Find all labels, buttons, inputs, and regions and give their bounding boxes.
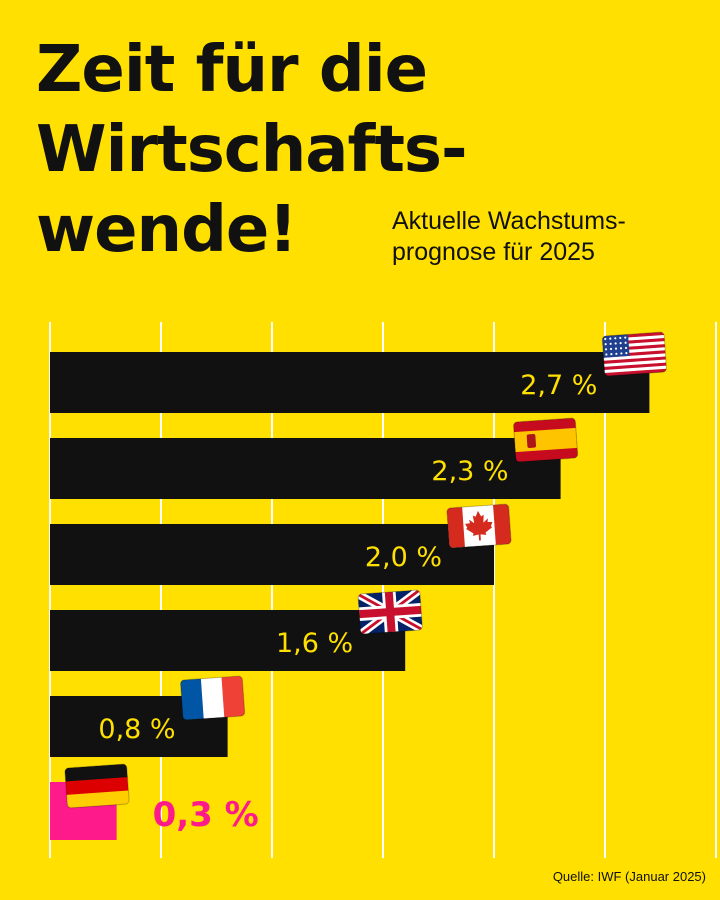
fr-flag-icon <box>180 675 246 721</box>
ca-flag-icon <box>446 503 512 549</box>
bar <box>50 524 494 585</box>
title-line-1: Zeit für die <box>36 33 428 107</box>
es-flag-icon <box>513 417 579 463</box>
de-flag-icon <box>64 763 130 809</box>
subtitle-line-2: prognose für 2025 <box>392 238 595 266</box>
value-label: 2,7 % <box>520 370 597 401</box>
subtitle-line-1: Aktuelle Wachstums- <box>392 207 626 235</box>
title-line-3: wende! <box>36 193 298 267</box>
subtitle: Aktuelle Wachstums- prognose für 2025 <box>392 206 712 268</box>
gb-flag-icon <box>357 589 423 635</box>
value-label: 2,0 % <box>365 542 442 573</box>
us-flag-icon <box>601 331 667 377</box>
value-label: 2,3 % <box>431 456 508 487</box>
source-note: Quelle: IWF (Januar 2025) <box>552 869 706 884</box>
bar <box>50 438 561 499</box>
page-title: Zeit für die Wirtschafts- wende! <box>36 30 676 270</box>
value-label: 0,3 % <box>153 795 259 835</box>
title-line-2: Wirtschafts- <box>36 113 468 187</box>
bar <box>50 352 650 413</box>
value-label: 1,6 % <box>276 628 353 659</box>
value-label: 0,8 % <box>98 714 175 745</box>
bar <box>50 610 406 671</box>
